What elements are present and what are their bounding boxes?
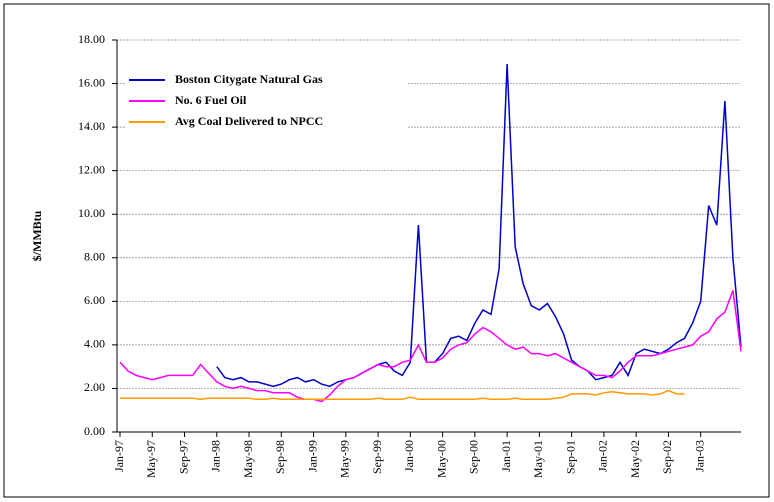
x-tick-label: May-97	[144, 440, 158, 478]
x-tick-label: Sep-00	[467, 440, 481, 474]
x-tick-label: May-02	[628, 440, 642, 478]
series-line	[216, 63, 742, 388]
y-tick-label: 4.00	[84, 337, 105, 351]
y-tick-label: 16.00	[78, 75, 105, 89]
series-line	[120, 389, 685, 401]
legend-label: No. 6 Fuel Oil	[175, 93, 247, 107]
x-tick-label: Jan-01	[499, 440, 513, 472]
x-tick-label: May-00	[434, 440, 448, 478]
x-tick-label: Jan-00	[402, 440, 416, 472]
x-tick-label: Jan-03	[692, 440, 706, 472]
x-tick-label: Sep-02	[660, 440, 674, 474]
y-tick-label: 6.00	[84, 293, 105, 307]
x-tick-label: May-99	[338, 440, 352, 478]
y-tick-label: 8.00	[84, 250, 105, 264]
y-tick-label: 10.00	[78, 206, 105, 220]
y-tick-label: 12.00	[78, 162, 105, 176]
legend-box	[125, 70, 407, 130]
y-tick-label: 2.00	[84, 380, 105, 394]
x-tick-label: Jan-99	[305, 440, 319, 472]
x-tick-label: Jan-98	[209, 440, 223, 472]
y-axis-label: $/MMBtu	[30, 210, 44, 261]
x-tick-label: Jan-97	[112, 440, 126, 472]
x-tick-label: Sep-01	[563, 440, 577, 474]
x-tick-label: May-98	[241, 440, 255, 478]
x-tick-label: Sep-97	[176, 440, 190, 474]
y-tick-label: 14.00	[78, 119, 105, 133]
series-line	[119, 290, 742, 403]
legend-label: Avg Coal Delivered to NPCC	[175, 114, 323, 128]
x-tick-label: Sep-98	[273, 440, 287, 474]
x-tick-label: Jan-02	[596, 440, 610, 472]
x-tick-label: May-01	[531, 440, 545, 478]
y-tick-label: 18.00	[78, 32, 105, 46]
legend-label: Boston Citygate Natural Gas	[175, 72, 323, 86]
x-tick-label: Sep-99	[370, 440, 384, 474]
y-tick-label: 0.00	[84, 424, 105, 438]
